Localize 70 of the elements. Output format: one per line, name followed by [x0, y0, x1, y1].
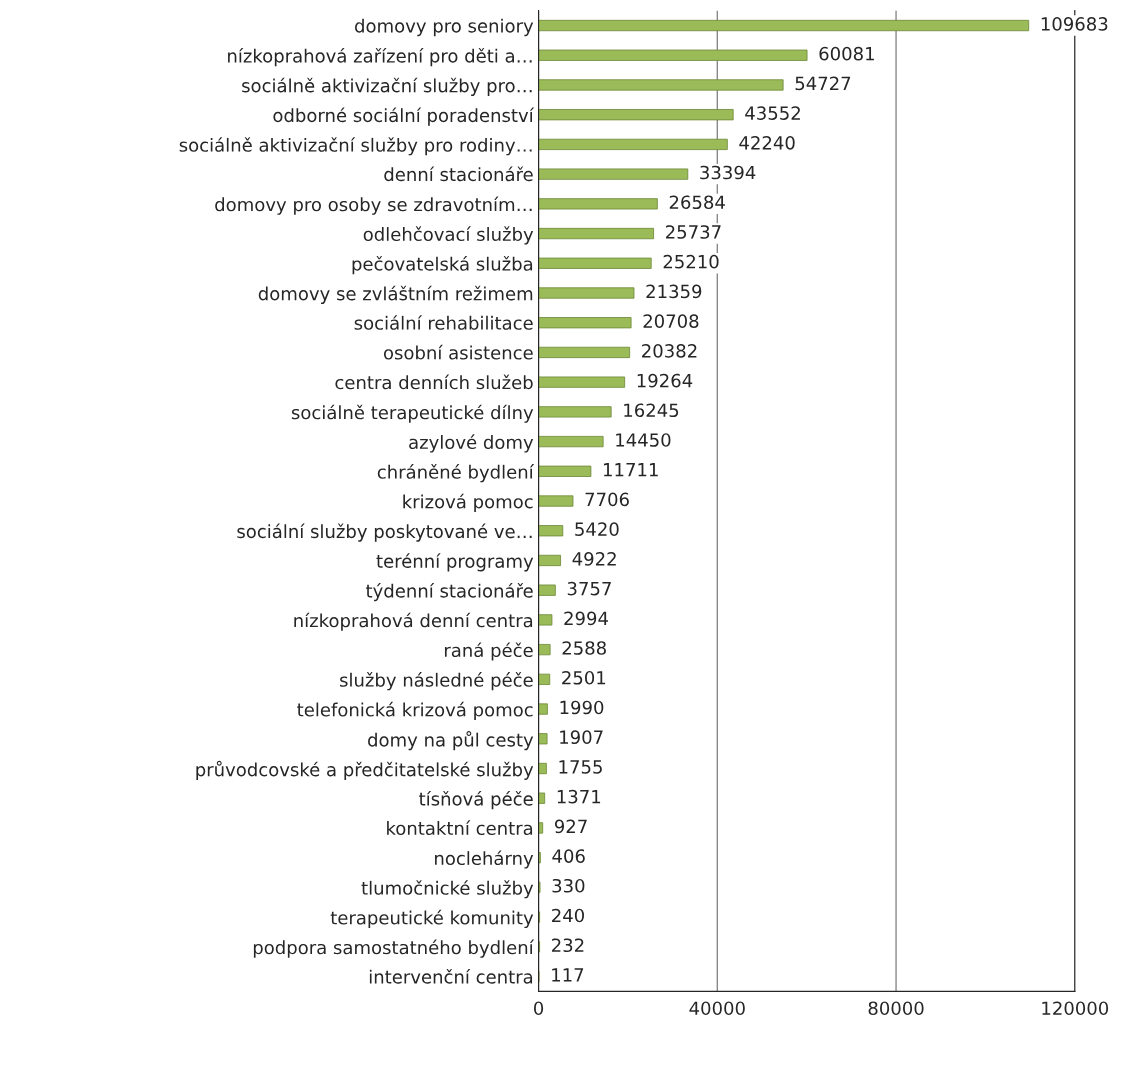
y-tick-label: služby následné péče — [340, 672, 533, 691]
y-tick-label: podpora samostatného bydlení — [253, 939, 535, 958]
y-tick-label: průvodcovské a předčitatelské služby — [196, 760, 534, 780]
data-label: 1371 — [557, 789, 601, 804]
data-label: 2588 — [562, 641, 606, 655]
y-tick-label: sociálně terapeutické dílny — [291, 404, 534, 423]
x-tick-label: 40000 — [689, 1001, 745, 1016]
data-label: 330 — [552, 878, 585, 893]
y-tick-label: chráněné bydlení — [377, 464, 535, 483]
data-label: 16245 — [624, 403, 679, 418]
data-label: 20382 — [642, 344, 697, 358]
y-tick-label: pečovatelská služba — [352, 256, 533, 275]
data-label: 42240 — [739, 135, 795, 150]
y-tick-label: nízkoprahová denní centra — [294, 612, 533, 631]
y-tick-label: terapeutické komunity — [330, 909, 534, 929]
data-label: 43552 — [745, 106, 800, 120]
y-tick-label: týdenní stacionáře — [366, 582, 533, 602]
data-label: 406 — [552, 849, 585, 863]
y-tick-label: domovy se zvláštním režimem — [258, 285, 533, 304]
y-tick-label: sociálně aktivizační služby pro… — [242, 77, 532, 96]
x-tick-label: 0 — [534, 1001, 544, 1016]
data-label: 11711 — [603, 463, 658, 477]
y-tick-label: nízkoprahová zařízení pro děti a… — [228, 48, 532, 67]
y-tick-label: noclehárny — [435, 850, 534, 869]
y-tick-label: odborné sociální poradenství — [273, 107, 535, 126]
y-tick-label: domy na půl cesty — [368, 731, 534, 751]
y-tick-label: azylové domy — [409, 434, 534, 453]
y-tick-label: tlumočnické služby — [361, 880, 534, 899]
y-tick-label: telefonická krizová pomoc — [297, 701, 533, 721]
data-label: 19264 — [637, 373, 693, 388]
y-tick-label: terénní programy — [376, 553, 534, 572]
y-tick-label: denní stacionáře — [384, 166, 533, 182]
y-tick-label: odlehčovací služby — [363, 226, 534, 245]
y-tick-label: raná péče — [444, 642, 533, 661]
data-label: 14450 — [616, 433, 671, 447]
data-label: 20708 — [643, 314, 699, 328]
data-label: 1990 — [560, 700, 604, 715]
y-tick-label: sociální rehabilitace — [354, 315, 533, 330]
y-tick-label: tísňová péče — [419, 790, 533, 810]
y-tick-label: intervenční centra — [369, 968, 533, 984]
y-tick-label: sociálně aktivizační služby pro rodiny… — [179, 137, 532, 156]
y-tick-label: krizová pomoc — [403, 493, 533, 512]
y-tick-label: domovy pro seniory — [355, 18, 534, 37]
data-label: 7706 — [585, 492, 629, 507]
y-tick-label: centra denních služeb — [335, 374, 533, 390]
data-label: 240 — [552, 908, 584, 923]
data-label: 25210 — [663, 254, 719, 269]
data-label: 54727 — [795, 76, 851, 91]
data-label: 25737 — [666, 225, 721, 239]
data-label: 21359 — [646, 284, 702, 299]
y-tick-label: sociální služby poskytované ve… — [237, 523, 532, 542]
y-tick-label: osobní asistence — [383, 344, 533, 360]
data-label: 60081 — [819, 46, 874, 61]
data-label: 117 — [552, 968, 584, 982]
data-label: 109683 — [1041, 17, 1108, 31]
data-label: 26584 — [669, 195, 725, 210]
data-label: 927 — [554, 819, 587, 834]
y-tick-label: domovy pro osoby se zdravotním… — [215, 196, 532, 215]
data-label: 4922 — [572, 552, 616, 566]
data-label: 2994 — [564, 611, 608, 626]
data-label: 33394 — [700, 165, 756, 180]
data-label: 232 — [552, 938, 584, 953]
data-label: 1907 — [560, 730, 603, 745]
x-tick-label: 120000 — [1042, 1001, 1109, 1016]
data-label: 5420 — [575, 522, 619, 536]
data-label: 1755 — [559, 760, 602, 774]
data-label: 3757 — [567, 581, 611, 596]
data-label: 2501 — [562, 670, 606, 685]
x-tick-label: 80000 — [868, 1001, 924, 1016]
y-tick-label: kontaktní centra — [387, 820, 533, 836]
